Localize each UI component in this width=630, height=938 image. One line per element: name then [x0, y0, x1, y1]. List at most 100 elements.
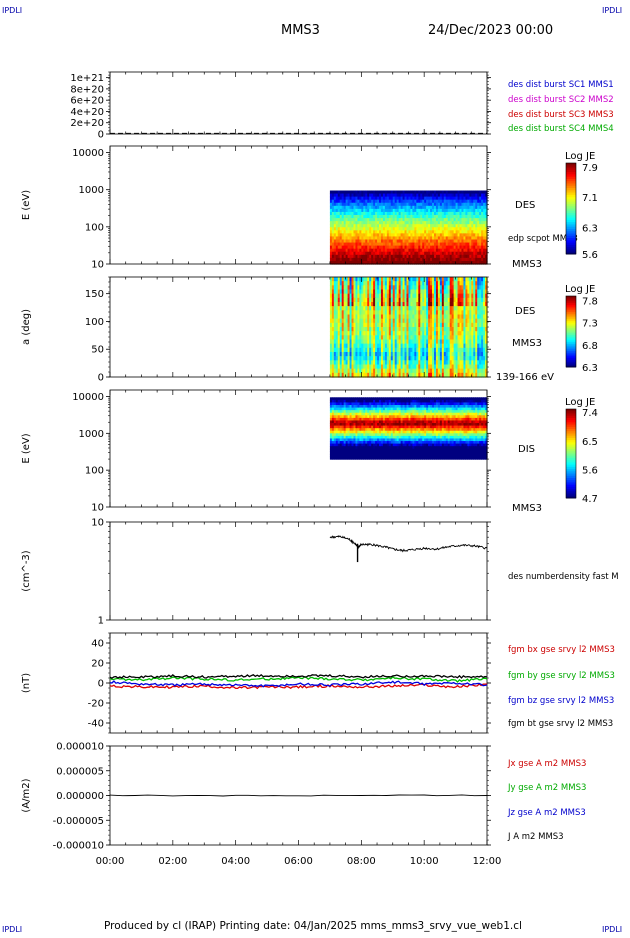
- y-tick-label: 50: [91, 345, 104, 356]
- colorbar-tick-label: 6.8: [582, 341, 598, 352]
- y-tick-label: 10: [91, 518, 104, 529]
- heatmap-p3: [330, 277, 488, 378]
- legend-entry: fgm by gse srvy l2 MMS3: [508, 671, 615, 681]
- colorbar-title: Log JE: [565, 284, 595, 295]
- x-tick-label: 06:00: [284, 856, 313, 867]
- colorbar-tick-label: 7.1: [582, 193, 598, 204]
- heatmap-label: 139-166 eV: [496, 372, 554, 383]
- y-axis-label: E (eV): [21, 433, 32, 463]
- y-tick-label: 100: [85, 317, 104, 328]
- y-tick-label: 0.000005: [56, 766, 104, 777]
- colorbar-tick-label: 4.7: [582, 494, 598, 505]
- heatmap-label: DES: [515, 306, 535, 317]
- y-tick-label: 20: [91, 659, 104, 670]
- y-tick-label: -0.000010: [53, 841, 104, 852]
- y-tick-label: 0.000010: [56, 742, 104, 753]
- y-tick-label: 8e+20: [70, 84, 104, 95]
- y-tick-label: 10: [91, 260, 104, 271]
- legend-entry: des dist burst SC4 MMS4: [508, 124, 614, 134]
- y-tick-label: 1000: [79, 429, 104, 440]
- legend-entry: Jx gse A m2 MMS3: [507, 759, 586, 769]
- y-tick-label: -40: [88, 719, 104, 730]
- y-tick-label: 0: [98, 130, 104, 141]
- y-tick-label: 2e+20: [70, 118, 104, 129]
- heatmap-label: MMS3: [512, 259, 542, 270]
- y-tick-label: 0: [98, 679, 104, 690]
- legend-entry: Jz gse A m2 MMS3: [507, 808, 586, 818]
- y-axis-label: (A/m2): [21, 778, 32, 812]
- heatmap-label: MMS3: [512, 503, 542, 514]
- series-line: [330, 536, 487, 552]
- y-axis-label: E (eV): [21, 190, 32, 220]
- y-tick-label: 1: [98, 616, 104, 627]
- y-axis-label: a (deg): [21, 309, 32, 345]
- colorbar-tick-label: 7.8: [582, 296, 598, 307]
- panel-p6: -40 -20 0 20 40 (nT) fgm bx gse srvy l2 MMS3 fg…: [21, 633, 615, 733]
- colorbar-p4: Log JE7.46.55.64.7: [565, 397, 598, 505]
- panel-frame-p1: [110, 72, 487, 134]
- colorbar-tick-label: 6.3: [582, 363, 598, 374]
- legend-entry: fgm bt gse srvy l2 MMS3: [508, 719, 613, 729]
- spacecraft-title: MMS3: [281, 23, 320, 38]
- panel-p5: 1 10 (cm^-3) des numberdensity fast M: [21, 518, 619, 627]
- y-tick-label: 0.000000: [56, 791, 104, 802]
- colorbar-tick-label: 5.6: [582, 250, 598, 261]
- y-tick-label: 10: [91, 503, 104, 514]
- x-tick-label: 08:00: [347, 856, 376, 867]
- legend-entry: Jy gse A m2 MMS3: [507, 783, 586, 793]
- corner-label-tr: IPDLI: [602, 6, 622, 15]
- legend-entry: J A m2 MMS3: [507, 832, 564, 842]
- y-tick-label: 100: [85, 466, 104, 477]
- colorbar-p2: Log JE7.9 7.1 6.3 5.6: [565, 151, 598, 261]
- colorbar-tick-label: 7.3: [582, 319, 598, 330]
- y-tick-label: 10000: [72, 148, 104, 159]
- y-tick-label: 1e+21: [70, 73, 104, 84]
- colorbar-p3: Log JE7.8 7.3 6.8 6.3: [565, 284, 598, 374]
- date-title: 24/Dec/2023 00:00: [428, 23, 553, 38]
- heatmap-label: DIS: [518, 444, 535, 455]
- legend-entry: des dist burst SC3 MMS3: [508, 110, 614, 120]
- colorbar-tick-label: 6.3: [582, 223, 598, 234]
- panel-p7: -0.000010 -0.000005 0.000000 0.000005 0.0000…: [21, 742, 586, 852]
- x-tick-label: 04:00: [221, 856, 250, 867]
- y-axis-label: (nT): [21, 673, 32, 693]
- colorbar-title: Log JE: [565, 151, 595, 162]
- y-tick-label: -20: [88, 699, 104, 710]
- panel-frame-p5: [110, 522, 487, 620]
- y-tick-label: 150: [85, 289, 104, 300]
- footer-credit: Produced by cl (IRAP) Printing date: 04/…: [104, 920, 522, 932]
- x-tick-label: 02:00: [158, 856, 187, 867]
- x-tick-label: 12:00: [473, 856, 502, 867]
- y-tick-label: -0.000005: [53, 816, 104, 827]
- series-line: [110, 795, 487, 796]
- colorbar-title: Log JE: [565, 397, 595, 408]
- heatmap-label: DES: [515, 200, 535, 211]
- series-line: [110, 677, 487, 682]
- colorbar-tick-label: 7.4: [582, 408, 598, 419]
- y-tick-label: 1000: [79, 185, 104, 196]
- y-tick-label: 4e+20: [70, 107, 104, 118]
- colorbar-tick-label: 7.9: [582, 163, 598, 174]
- colorbar-tick-label: 6.5: [582, 437, 598, 448]
- y-tick-label: 100: [85, 222, 104, 233]
- legend-entry: des numberdensity fast M: [508, 572, 619, 582]
- corner-label-bl: IPDLI: [2, 925, 22, 934]
- heatmap-label: MMS3: [512, 338, 542, 349]
- legend-entry: des dist burst SC1 MMS1: [508, 80, 614, 90]
- y-axis-label: (cm^-3): [21, 550, 32, 591]
- series-line: [110, 684, 487, 688]
- legend-entry: fgm bx gse srvy l2 MMS3: [508, 645, 615, 655]
- heatmap-p2: [330, 191, 488, 265]
- y-tick-label: 40: [91, 639, 104, 650]
- heatmap-p4: [330, 397, 488, 459]
- legend-entry: fgm bz gse srvy l2 MMS3: [508, 696, 614, 706]
- x-tick-label: 10:00: [410, 856, 439, 867]
- y-tick-label: 6e+20: [70, 96, 104, 107]
- y-tick-label: 10000: [72, 392, 104, 403]
